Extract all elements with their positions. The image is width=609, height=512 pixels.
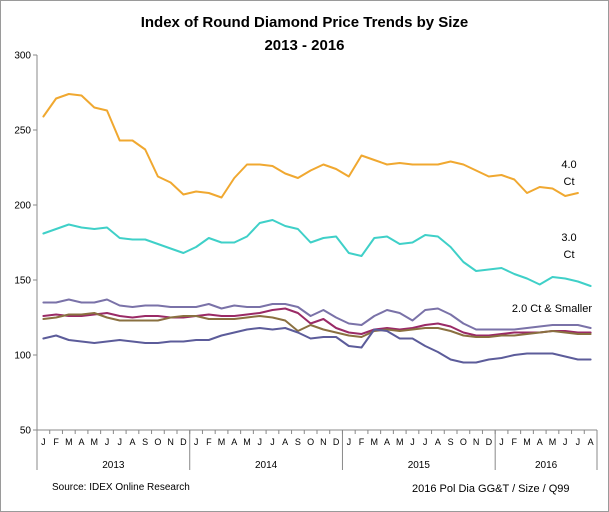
x-month-label: F [359,437,365,447]
x-month-label: O [460,437,467,447]
x-month-label: F [53,437,59,447]
x-month-label: M [91,437,99,447]
series-line [42,298,592,331]
x-month-label: J [410,437,415,447]
x-month-label: J [499,437,504,447]
x-month-label: J [257,437,262,447]
x-month-label: J [576,437,581,447]
x-month-label: D [486,437,493,447]
y-tick-label: 100 [14,351,31,362]
x-month-label: J [563,437,568,447]
series-line [42,93,579,199]
x-year-label: 2016 [535,460,558,471]
series-line [42,312,592,338]
x-month-label: O [307,437,314,447]
x-month-label: M [65,437,73,447]
x-month-label: N [320,437,327,447]
y-tick-label: 200 [14,201,31,212]
source-note: Source: IDEX Online Research [52,482,190,493]
x-month-label: S [295,437,301,447]
x-month-label: M [243,437,251,447]
x-month-label: A [384,437,390,447]
x-year-label: 2013 [102,460,125,471]
chart-title: Index of Round Diamond Price Trends by S… [140,14,469,31]
x-month-label: J [41,437,46,447]
x-month-label: A [231,437,237,447]
y-tick-label: 300 [14,51,31,62]
x-year-label: 2014 [255,460,278,471]
x-month-label: M [523,437,531,447]
annotation-3ct-line2: Ct [564,249,575,261]
annotation-4ct-line2: Ct [564,176,575,188]
x-month-label: J [105,437,110,447]
x-month-label: J [270,437,275,447]
series-line [42,219,592,287]
annotation-3ct: 3.0 [561,232,576,244]
x-month-label: J [117,437,122,447]
x-month-label: A [537,437,543,447]
x-month-label: N [167,437,174,447]
x-month-label: M [371,437,379,447]
x-month-label: O [154,437,161,447]
chart-subtitle: 2013 - 2016 [264,37,345,54]
x-month-label: A [588,437,594,447]
x-month-label: F [206,437,212,447]
x-month-label: A [79,437,85,447]
x-month-label: J [423,437,428,447]
series-line [42,327,592,364]
x-month-label: J [347,437,352,447]
x-month-label: M [218,437,226,447]
series-line [42,307,592,337]
x-month-label: A [435,437,441,447]
x-month-label: M [549,437,557,447]
x-month-label: S [142,437,148,447]
x-month-label: S [448,437,454,447]
x-year-label: 2015 [408,460,431,471]
x-month-label: J [194,437,199,447]
x-month-label: D [180,437,187,447]
x-month-label: A [129,437,135,447]
x-month-label: M [396,437,404,447]
x-month-label: N [473,437,480,447]
y-tick-label: 50 [20,426,32,437]
x-month-label: F [512,437,518,447]
x-month-label: A [282,437,288,447]
annotation-2ct-smaller: 2.0 Ct & Smaller [512,303,592,315]
y-tick-label: 250 [14,126,31,137]
credit-note: 2016 Pol Dia GG&T / Size / Q99 [412,483,570,495]
y-tick-label: 150 [14,276,31,287]
annotation-4ct: 4.0 [561,159,576,171]
x-month-label: D [333,437,340,447]
